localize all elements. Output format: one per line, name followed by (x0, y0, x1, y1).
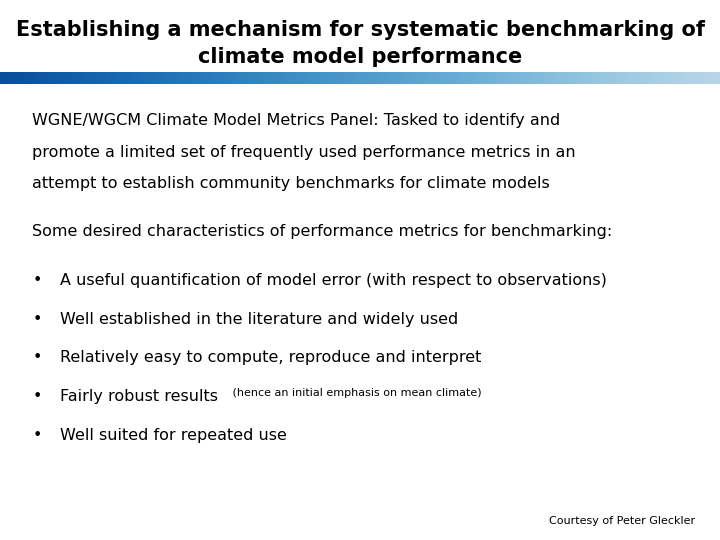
Text: Well suited for repeated use: Well suited for repeated use (60, 428, 287, 443)
Text: Fairly robust results: Fairly robust results (60, 389, 217, 404)
Text: Establishing a mechanism for systematic benchmarking of: Establishing a mechanism for systematic … (16, 19, 704, 40)
Text: Well established in the literature and widely used: Well established in the literature and w… (60, 312, 458, 327)
Text: •: • (32, 350, 42, 366)
Text: Courtesy of Peter Gleckler: Courtesy of Peter Gleckler (549, 516, 695, 526)
Text: •: • (32, 428, 42, 443)
Text: WGNE/WGCM Climate Model Metrics Panel: Tasked to identify and: WGNE/WGCM Climate Model Metrics Panel: T… (32, 113, 561, 129)
Text: climate model performance: climate model performance (198, 46, 522, 67)
Text: •: • (32, 273, 42, 288)
Text: •: • (32, 312, 42, 327)
Text: Relatively easy to compute, reproduce and interpret: Relatively easy to compute, reproduce an… (60, 350, 481, 366)
Text: •: • (32, 389, 42, 404)
Text: A useful quantification of model error (with respect to observations): A useful quantification of model error (… (60, 273, 607, 288)
Text: promote a limited set of frequently used performance metrics in an: promote a limited set of frequently used… (32, 145, 576, 160)
Text: Some desired characteristics of performance metrics for benchmarking:: Some desired characteristics of performa… (32, 224, 613, 239)
Text: (hence an initial emphasis on mean climate): (hence an initial emphasis on mean clima… (222, 388, 482, 399)
Text: attempt to establish community benchmarks for climate models: attempt to establish community benchmark… (32, 176, 550, 191)
